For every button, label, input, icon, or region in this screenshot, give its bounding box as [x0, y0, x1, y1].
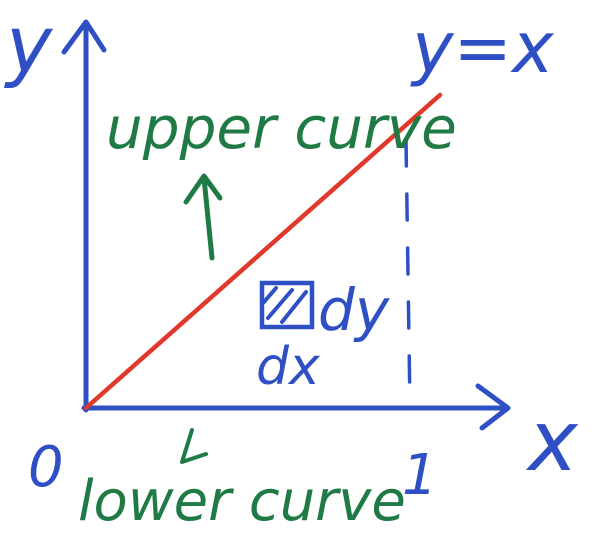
- y-axis-arrowhead: [61, 19, 107, 55]
- upper-curve-label: upper curve: [106, 94, 457, 162]
- lower-curve-arrow: [180, 428, 208, 464]
- y-axis-label: y: [4, 1, 54, 91]
- dashed-line-x1: [404, 138, 412, 410]
- lower-curve-label: lower curve: [78, 469, 406, 534]
- line-label: y=x: [410, 7, 554, 89]
- x-axis-label: x: [525, 392, 579, 490]
- line-y-equals-x: [83, 92, 443, 411]
- x-axis-arrowhead: [475, 383, 511, 431]
- dy-label: dy: [318, 276, 390, 344]
- x-tick-label-1: 1: [402, 443, 438, 508]
- upper-curve-arrowhead: [183, 173, 223, 205]
- dx-label: dx: [256, 337, 321, 397]
- upper-curve-arrow: [201, 175, 215, 261]
- origin-label: 0: [28, 435, 64, 500]
- hatched-element-box: [259, 280, 315, 330]
